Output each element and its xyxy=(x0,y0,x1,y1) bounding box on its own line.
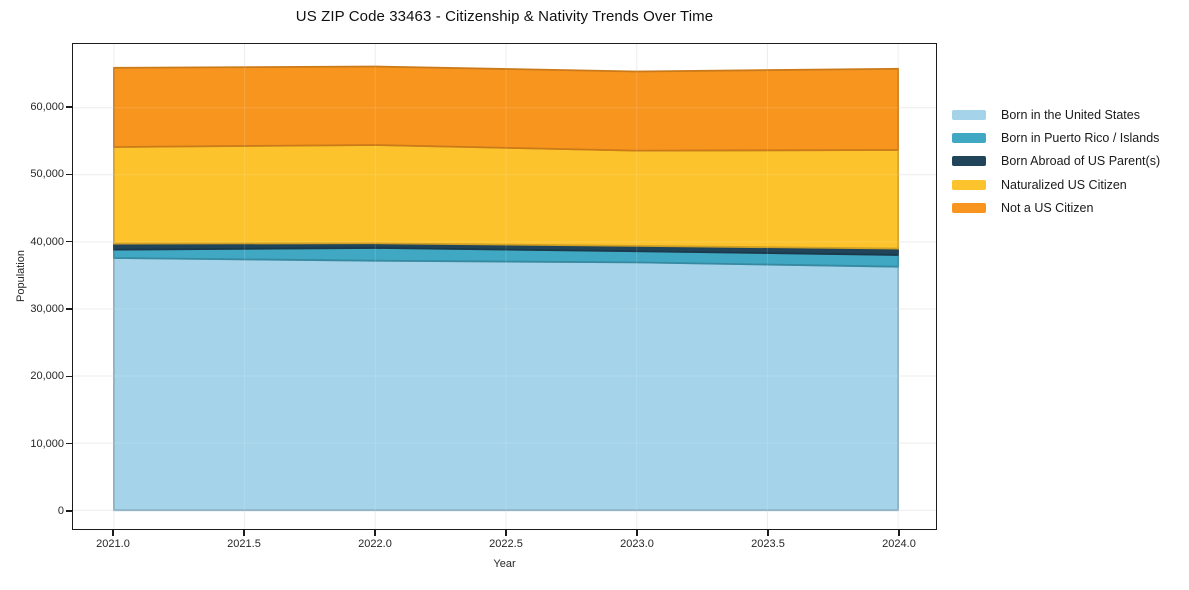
area-series xyxy=(113,65,899,152)
y-tick xyxy=(66,443,72,445)
x-tick-label: 2022.0 xyxy=(358,538,392,550)
plot-area xyxy=(72,43,937,530)
legend: Born in the United States Born in Puerto … xyxy=(952,103,1160,220)
y-tick-label: 0 xyxy=(57,505,64,518)
x-tick-label: 2023.5 xyxy=(751,538,785,550)
legend-swatch xyxy=(952,179,986,190)
stacked-area-chart xyxy=(73,44,936,529)
chart-title: US ZIP Code 33463 - Citizenship & Nativi… xyxy=(295,8,714,25)
x-axis-label: Year xyxy=(493,558,516,570)
legend-item: Born Abroad of US Parent(s) xyxy=(952,150,1160,173)
y-tick-label: 60,000 xyxy=(30,100,64,113)
legend-swatch xyxy=(952,203,986,214)
x-tick xyxy=(243,530,245,536)
x-tick-label: 2021.5 xyxy=(227,538,261,550)
x-tick xyxy=(374,530,376,536)
x-tick xyxy=(505,530,507,536)
legend-label: Born in Puerto Rico / Islands xyxy=(1001,131,1160,146)
x-tick-label: 2023.0 xyxy=(620,538,654,550)
y-tick xyxy=(66,375,72,378)
y-tick xyxy=(66,241,72,243)
x-tick xyxy=(898,530,900,536)
legend-label: Born in the United States xyxy=(1001,107,1140,122)
x-tick-label: 2024.0 xyxy=(882,538,916,550)
y-tick xyxy=(66,106,72,108)
y-tick xyxy=(66,510,72,512)
legend-item: Not a US Citizen xyxy=(952,197,1160,220)
y-tick xyxy=(66,173,72,175)
legend-swatch xyxy=(952,133,986,144)
y-tick xyxy=(66,308,72,310)
y-axis-label: Population xyxy=(15,250,27,302)
x-tick-label: 2021.0 xyxy=(96,538,130,550)
legend-item: Naturalized US Citizen xyxy=(952,173,1160,196)
y-tick-label: 50,000 xyxy=(30,168,64,181)
legend-swatch xyxy=(952,109,986,120)
y-tick-label: 20,000 xyxy=(30,370,64,383)
legend-label: Not a US Citizen xyxy=(1001,201,1094,216)
legend-item: Born in the United States xyxy=(952,103,1160,126)
x-tick xyxy=(112,530,114,536)
legend-swatch xyxy=(952,156,986,167)
y-tick-label: 10,000 xyxy=(30,437,64,450)
y-tick-label: 40,000 xyxy=(30,235,64,248)
legend-label: Born Abroad of US Parent(s) xyxy=(1001,154,1161,169)
x-tick xyxy=(636,530,638,536)
legend-item: Born in Puerto Rico / Islands xyxy=(952,126,1160,149)
x-tick xyxy=(767,530,769,536)
x-tick-label: 2022.5 xyxy=(489,538,523,550)
y-tick-label: 30,000 xyxy=(30,303,64,316)
legend-label: Naturalized US Citizen xyxy=(1001,177,1127,192)
